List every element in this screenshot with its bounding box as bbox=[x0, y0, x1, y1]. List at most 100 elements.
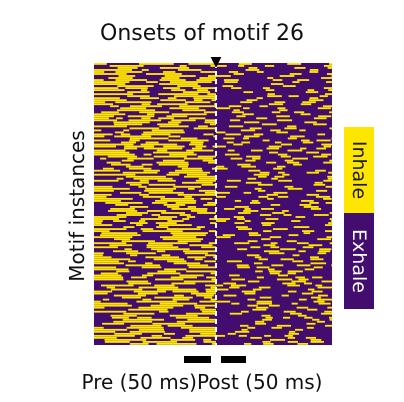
inhale-segment-pre bbox=[169, 153, 197, 156]
inhale-segment-post bbox=[284, 159, 294, 162]
inhale-segment-post bbox=[236, 226, 248, 229]
legend: Inhale Exhale bbox=[344, 127, 374, 309]
inhale-segment-pre bbox=[128, 167, 152, 170]
inhale-segment-post bbox=[308, 99, 324, 102]
inhale-segment-pre bbox=[189, 244, 213, 247]
inhale-segment-pre bbox=[94, 133, 113, 136]
inhale-segment-pre bbox=[198, 189, 216, 192]
inhale-segment-post bbox=[248, 169, 261, 172]
inhale-segment-pre bbox=[167, 260, 187, 263]
inhale-segment-pre bbox=[127, 95, 150, 98]
inhale-segment-post bbox=[270, 204, 281, 206]
inhale-segment-post bbox=[238, 228, 252, 231]
inhale-segment-pre bbox=[180, 137, 198, 140]
inhale-segment-post bbox=[228, 105, 242, 108]
inhale-segment-post bbox=[258, 286, 271, 289]
inhale-segment-post bbox=[263, 342, 274, 345]
inhale-segment-post bbox=[311, 296, 321, 299]
inhale-segment-pre bbox=[142, 230, 183, 233]
inhale-segment-post bbox=[265, 89, 275, 92]
inhale-segment-post bbox=[233, 73, 244, 75]
inhale-segment-post bbox=[236, 115, 246, 118]
inhale-segment-pre bbox=[158, 117, 174, 120]
inhale-segment-pre bbox=[94, 69, 133, 71]
inhale-segment-post bbox=[326, 73, 332, 75]
inhale-segment-pre bbox=[94, 73, 127, 75]
inhale-segment-pre bbox=[143, 153, 152, 156]
inhale-segment-pre bbox=[142, 274, 154, 277]
inhale-segment-post bbox=[307, 89, 315, 92]
inhale-segment-post bbox=[329, 212, 332, 214]
inhale-segment-post bbox=[297, 242, 309, 245]
inhale-segment-pre bbox=[207, 201, 216, 204]
inhale-segment-pre bbox=[140, 89, 148, 92]
inhale-segment-pre bbox=[190, 292, 216, 295]
inhale-segment-post bbox=[310, 258, 324, 261]
inhale-segment-post bbox=[313, 117, 327, 120]
inhale-segment-post bbox=[255, 270, 263, 273]
inhale-segment-pre bbox=[208, 161, 216, 164]
inhale-segment-post bbox=[231, 278, 246, 281]
inhale-segment-post bbox=[298, 250, 306, 253]
inhale-segment-pre bbox=[126, 212, 148, 214]
inhale-segment-pre bbox=[136, 300, 177, 303]
inhale-segment-pre bbox=[156, 149, 168, 152]
inhale-segment-pre bbox=[94, 336, 117, 339]
inhale-segment-post bbox=[256, 306, 269, 309]
legend-inhale: Inhale bbox=[344, 127, 374, 213]
inhale-segment-pre bbox=[186, 173, 208, 176]
inhale-segment-pre bbox=[200, 71, 216, 73]
inhale-segment-pre bbox=[127, 157, 154, 160]
inhale-segment-post bbox=[282, 173, 290, 176]
inhale-segment-post bbox=[309, 97, 319, 100]
inhale-segment-pre bbox=[196, 226, 205, 229]
inhale-segment-post bbox=[224, 153, 240, 156]
inhale-segment-post bbox=[286, 240, 297, 243]
inhale-segment-post bbox=[325, 230, 332, 233]
inhale-segment-post bbox=[271, 326, 282, 329]
inhale-segment-post bbox=[271, 111, 281, 114]
inhale-segment-post bbox=[300, 113, 311, 116]
inhale-segment-pre bbox=[182, 218, 190, 220]
inhale-segment-post bbox=[240, 101, 253, 104]
inhale-segment-pre bbox=[180, 326, 216, 329]
inhale-segment-post bbox=[287, 270, 303, 273]
inhale-segment-pre bbox=[109, 244, 133, 247]
inhale-segment-post bbox=[264, 65, 275, 67]
inhale-segment-pre bbox=[133, 290, 166, 293]
inhale-segment-post bbox=[317, 298, 332, 301]
inhale-segment-post bbox=[233, 216, 245, 218]
inhale-segment-post bbox=[240, 129, 256, 132]
inhale-segment-post bbox=[267, 93, 275, 96]
inhale-segment-pre bbox=[94, 189, 114, 192]
inhale-segment-pre bbox=[111, 163, 131, 166]
inhale-segment-post bbox=[253, 133, 264, 136]
inhale-segment-pre bbox=[212, 167, 216, 170]
inhale-segment-pre bbox=[129, 127, 160, 130]
inhale-segment-post bbox=[295, 276, 305, 279]
inhale-segment-pre bbox=[138, 185, 147, 188]
inhale-segment-post bbox=[322, 105, 332, 108]
inhale-segment-pre bbox=[107, 155, 138, 158]
inhale-segment-pre bbox=[111, 316, 129, 319]
inhale-segment-post bbox=[296, 264, 311, 267]
inhale-segment-pre bbox=[94, 292, 108, 295]
inhale-segment-pre bbox=[94, 153, 135, 156]
onset-marker-icon: ▼ bbox=[211, 54, 222, 70]
inhale-segment-post bbox=[254, 256, 262, 259]
inhale-segment-pre bbox=[156, 342, 197, 345]
inhale-segment-post bbox=[278, 274, 289, 277]
inhale-segment-pre bbox=[159, 236, 197, 239]
inhale-segment-post bbox=[325, 201, 332, 204]
inhale-segment-post bbox=[251, 199, 259, 202]
inhale-segment-pre bbox=[141, 163, 153, 166]
inhale-segment-pre bbox=[168, 171, 211, 174]
inhale-segment-pre bbox=[179, 65, 187, 67]
inhale-segment-post bbox=[266, 147, 280, 150]
inhale-segment-pre bbox=[128, 282, 152, 285]
inhale-segment-post bbox=[223, 79, 239, 81]
inhale-segment-pre bbox=[201, 246, 216, 249]
inhale-segment-pre bbox=[118, 75, 136, 77]
inhale-segment-pre bbox=[129, 222, 148, 224]
